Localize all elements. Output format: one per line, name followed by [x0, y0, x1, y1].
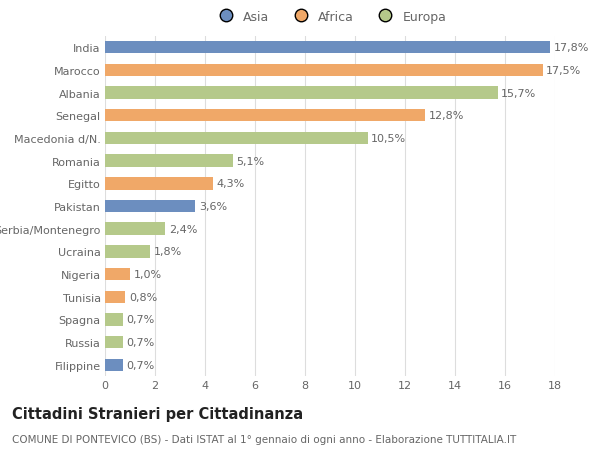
Text: 1,0%: 1,0%: [134, 269, 162, 280]
Bar: [105, 42, 550, 54]
Bar: [105, 64, 542, 77]
Bar: [105, 155, 233, 168]
Bar: [105, 223, 165, 235]
Text: 4,3%: 4,3%: [216, 179, 245, 189]
Text: COMUNE DI PONTEVICO (BS) - Dati ISTAT al 1° gennaio di ogni anno - Elaborazione : COMUNE DI PONTEVICO (BS) - Dati ISTAT al…: [12, 434, 516, 444]
Bar: [105, 336, 122, 349]
Bar: [105, 268, 130, 281]
Text: 12,8%: 12,8%: [429, 111, 464, 121]
Text: 2,4%: 2,4%: [169, 224, 197, 234]
Text: 1,8%: 1,8%: [154, 247, 182, 257]
Text: 0,7%: 0,7%: [126, 360, 155, 370]
Text: 15,7%: 15,7%: [501, 88, 536, 98]
Text: 0,7%: 0,7%: [126, 337, 155, 347]
Bar: [105, 110, 425, 122]
Bar: [105, 87, 497, 100]
Text: 10,5%: 10,5%: [371, 134, 406, 144]
Bar: [105, 132, 367, 145]
Text: 17,8%: 17,8%: [554, 43, 589, 53]
Text: 0,7%: 0,7%: [126, 315, 155, 325]
Bar: [105, 359, 122, 371]
Bar: [105, 246, 150, 258]
Bar: [105, 200, 195, 213]
Text: Cittadini Stranieri per Cittadinanza: Cittadini Stranieri per Cittadinanza: [12, 406, 303, 421]
Text: 0,8%: 0,8%: [129, 292, 157, 302]
Text: 3,6%: 3,6%: [199, 202, 227, 212]
Text: 17,5%: 17,5%: [546, 66, 581, 76]
Legend: Asia, Africa, Europa: Asia, Africa, Europa: [213, 11, 447, 24]
Bar: [105, 178, 212, 190]
Text: 5,1%: 5,1%: [236, 156, 265, 166]
Bar: [105, 291, 125, 303]
Bar: [105, 313, 122, 326]
